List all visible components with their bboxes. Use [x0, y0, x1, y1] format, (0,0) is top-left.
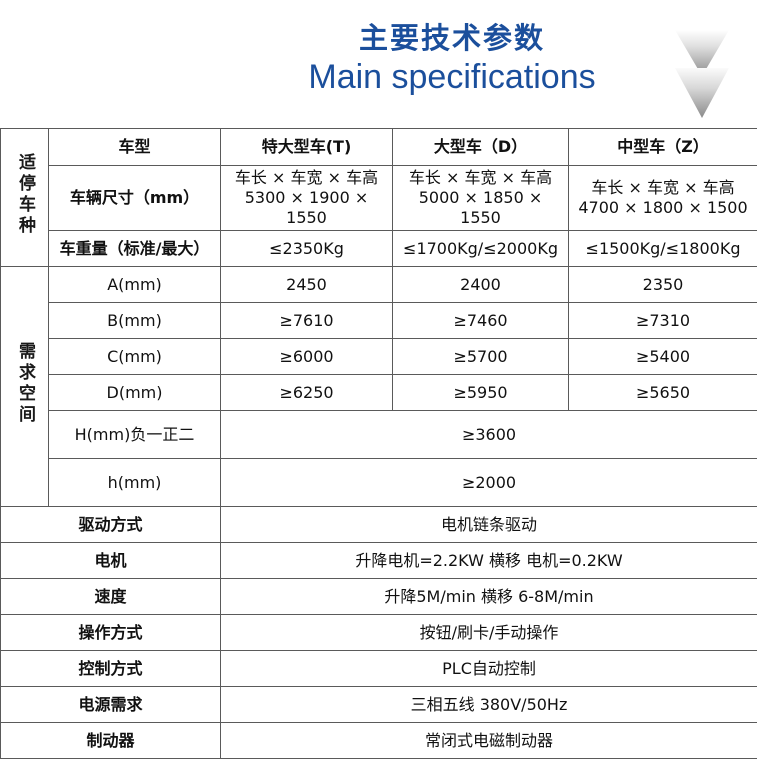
cell-h-lower-merged: ≥2000: [221, 459, 757, 507]
cell-d-t: ≥6250: [221, 375, 393, 411]
cell-vehicle-weight-z: ≤1500Kg/≤1800Kg: [569, 231, 757, 267]
column-header-type-d: 大型车（D）: [393, 129, 569, 166]
cell-a-z: 2350: [569, 267, 757, 303]
cell-b-t: ≥7610: [221, 303, 393, 339]
row-label-h-lower: h(mm): [49, 459, 221, 507]
table-row: 控制方式 PLC自动控制: [1, 651, 757, 687]
table-row: 制动器 常闭式电磁制动器: [1, 723, 757, 759]
group-label-text: 需求空间: [16, 342, 33, 426]
table-row: 速度 升降5M/min 横移 6-8M/min: [1, 579, 757, 615]
cell-c-d: ≥5700: [393, 339, 569, 375]
column-header-type-z: 中型车（Z）: [569, 129, 757, 166]
cell-control-mode: PLC自动控制: [221, 651, 757, 687]
cell-vehicle-dimensions-d: 车长 × 车宽 × 车高 5000 × 1850 × 1550: [393, 166, 569, 231]
table-row: 车辆尺寸（mm） 车长 × 车宽 × 车高 5300 × 1900 × 1550…: [1, 166, 757, 231]
cell-c-z: ≥5400: [569, 339, 757, 375]
table-row: 车重量（标准/最大） ≤2350Kg ≤1700Kg/≤2000Kg ≤1500…: [1, 231, 757, 267]
row-label-a: A(mm): [49, 267, 221, 303]
cell-c-t: ≥6000: [221, 339, 393, 375]
column-header-vehicle-model: 车型: [49, 129, 221, 166]
table-row: h(mm) ≥2000: [1, 459, 757, 507]
row-label-speed: 速度: [1, 579, 221, 615]
table-row: 电机 升降电机=2.2KW 横移 电机=0.2KW: [1, 543, 757, 579]
table-row: 适停车种 车型 特大型车(T) 大型车（D） 中型车（Z）: [1, 129, 757, 166]
row-label-d: D(mm): [49, 375, 221, 411]
column-header-type-t: 特大型车(T): [221, 129, 393, 166]
cell-power-supply: 三相五线 380V/50Hz: [221, 687, 757, 723]
row-label-vehicle-weight: 车重量（标准/最大）: [49, 231, 221, 267]
header-text-block: 主要技术参数 Main specifications: [242, 20, 662, 98]
dimension-value: 4700 × 1800 × 1500: [572, 198, 754, 218]
dimension-value: 5000 × 1850 × 1550: [396, 188, 565, 228]
group-label-required-space: 需求空间: [1, 267, 49, 507]
row-label-b: B(mm): [49, 303, 221, 339]
table-row: 需求空间 A(mm) 2450 2400 2350: [1, 267, 757, 303]
row-label-c: C(mm): [49, 339, 221, 375]
specifications-table: 适停车种 车型 特大型车(T) 大型车（D） 中型车（Z） 车辆尺寸（mm） 车…: [0, 128, 757, 759]
table-row: 操作方式 按钮/刷卡/手动操作: [1, 615, 757, 651]
group-label-vehicle-types: 适停车种: [1, 129, 49, 267]
dimension-value: 5300 × 1900 × 1550: [224, 188, 389, 228]
cell-b-z: ≥7310: [569, 303, 757, 339]
cell-vehicle-weight-t: ≤2350Kg: [221, 231, 393, 267]
dimension-caption: 车长 × 车宽 × 车高: [396, 168, 565, 188]
row-label-operation-mode: 操作方式: [1, 615, 221, 651]
page-header: 主要技术参数 Main specifications: [0, 0, 757, 128]
cell-vehicle-weight-d: ≤1700Kg/≤2000Kg: [393, 231, 569, 267]
table-row: B(mm) ≥7610 ≥7460 ≥7310: [1, 303, 757, 339]
dimension-caption: 车长 × 车宽 × 车高: [224, 168, 389, 188]
table-row: 驱动方式 电机链条驱动: [1, 507, 757, 543]
double-chevron-down-icon: [659, 28, 745, 120]
cell-a-d: 2400: [393, 267, 569, 303]
row-label-power-supply: 电源需求: [1, 687, 221, 723]
cell-d-z: ≥5650: [569, 375, 757, 411]
cell-h-upper-merged: ≥3600: [221, 411, 757, 459]
cell-drive-mode: 电机链条驱动: [221, 507, 757, 543]
row-label-vehicle-dimensions: 车辆尺寸（mm）: [49, 166, 221, 231]
cell-b-d: ≥7460: [393, 303, 569, 339]
cell-operation-mode: 按钮/刷卡/手动操作: [221, 615, 757, 651]
table-row: 电源需求 三相五线 380V/50Hz: [1, 687, 757, 723]
page-title-cn: 主要技术参数: [242, 20, 662, 56]
cell-vehicle-dimensions-z: 车长 × 车宽 × 车高 4700 × 1800 × 1500: [569, 166, 757, 231]
row-label-motor: 电机: [1, 543, 221, 579]
page-title-en: Main specifications: [242, 56, 662, 98]
cell-d-d: ≥5950: [393, 375, 569, 411]
row-label-drive-mode: 驱动方式: [1, 507, 221, 543]
cell-a-t: 2450: [221, 267, 393, 303]
row-label-brake: 制动器: [1, 723, 221, 759]
table-row: H(mm)负一正二 ≥3600: [1, 411, 757, 459]
row-label-h-upper: H(mm)负一正二: [49, 411, 221, 459]
cell-motor: 升降电机=2.2KW 横移 电机=0.2KW: [221, 543, 757, 579]
cell-vehicle-dimensions-t: 车长 × 车宽 × 车高 5300 × 1900 × 1550: [221, 166, 393, 231]
cell-brake: 常闭式电磁制动器: [221, 723, 757, 759]
dimension-caption: 车长 × 车宽 × 车高: [572, 178, 754, 198]
table-row: D(mm) ≥6250 ≥5950 ≥5650: [1, 375, 757, 411]
table-row: C(mm) ≥6000 ≥5700 ≥5400: [1, 339, 757, 375]
row-label-control-mode: 控制方式: [1, 651, 221, 687]
cell-speed: 升降5M/min 横移 6-8M/min: [221, 579, 757, 615]
group-label-text: 适停车种: [16, 153, 33, 237]
